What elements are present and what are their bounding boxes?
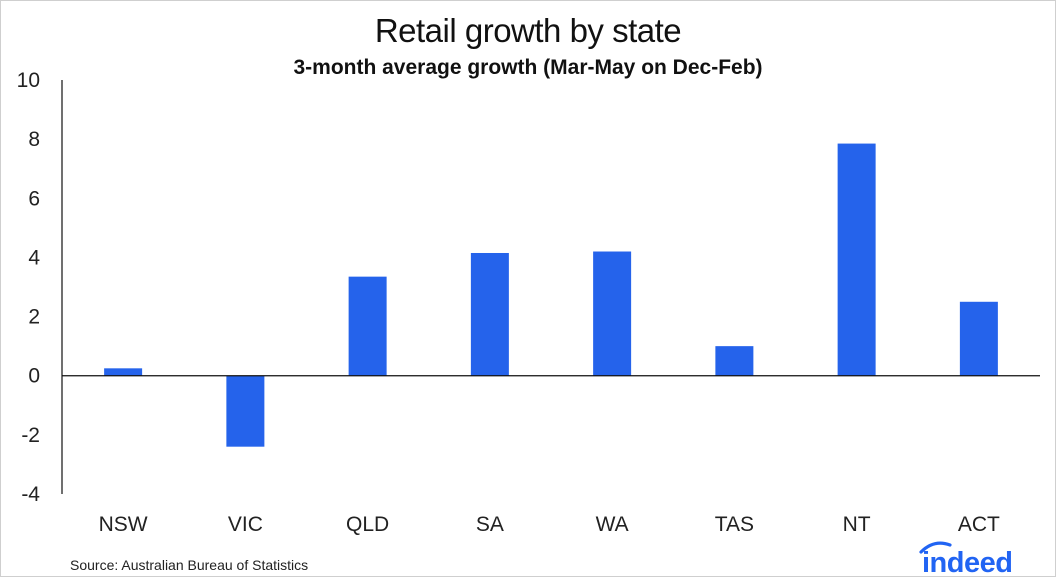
chart-title: Retail growth by state [374,12,682,49]
logo-arc [919,541,952,554]
bars-group [104,143,998,447]
bar-act [959,301,998,376]
bar-nsw [104,368,143,376]
y-tick-label: -2 [21,424,40,447]
bar-sa [470,252,509,376]
bar-nt [837,143,876,376]
y-tick-label: 2 [28,306,40,329]
x-category-label: ACT [958,513,1000,536]
source-note: Source: Australian Bureau of Statistics [70,557,309,573]
y-tick-label: 8 [28,128,40,151]
x-category-label: QLD [346,513,389,536]
bar-qld [348,276,387,376]
bar-tas [715,346,754,376]
x-category-label: NSW [99,513,148,536]
chart-subtitle: 3-month average growth (Mar-May on Dec-F… [293,56,763,79]
indeed-logo: indeed [919,541,1013,577]
logo-wordmark: indeed [922,547,1012,577]
bar-wa [593,251,632,376]
y-tick-label: 6 [28,187,40,210]
x-category-label: TAS [715,513,754,536]
x-category-label: WA [596,513,629,536]
y-tick-label: 10 [17,69,40,92]
y-axis-ticks: -4 -2 0 2 4 6 8 10 [17,69,41,506]
x-axis-labels: NSW VIC QLD SA WA TAS NT ACT [99,513,1000,536]
y-tick-label: 0 [28,365,40,388]
x-category-label: SA [476,513,504,536]
y-tick-label: -4 [21,483,40,506]
y-tick-label: 4 [28,246,40,269]
bar-vic [226,375,265,447]
x-category-label: NT [843,513,871,536]
x-category-label: VIC [228,513,263,536]
